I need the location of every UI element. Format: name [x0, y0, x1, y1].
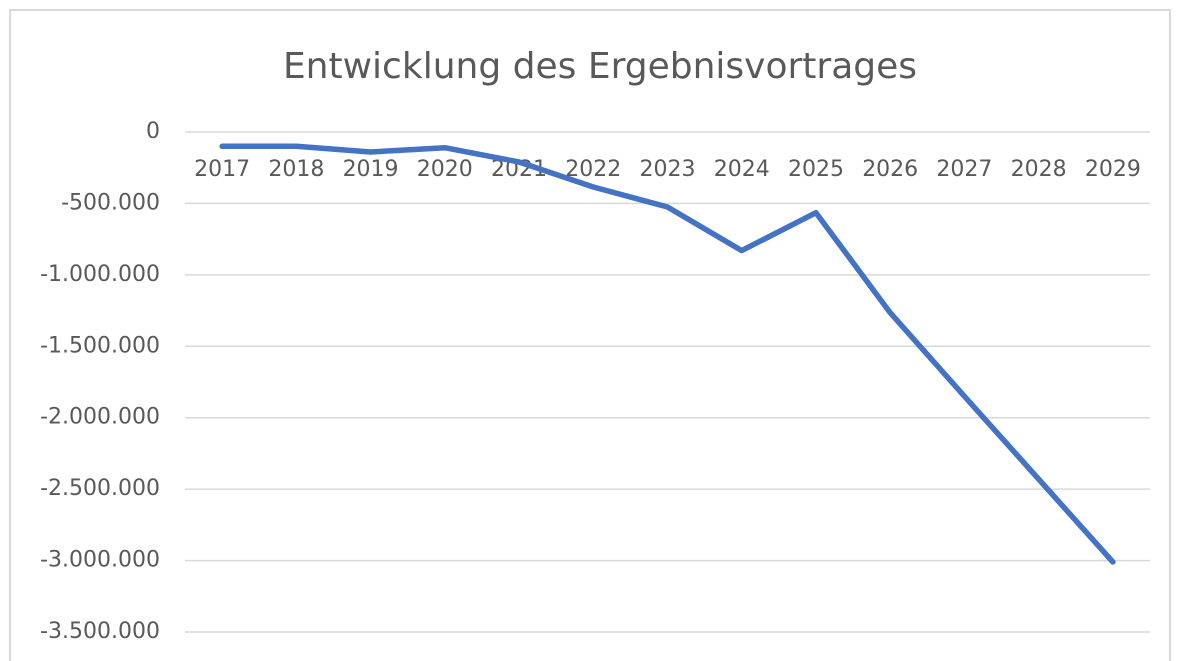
y-tick-label: -2.000.000 — [40, 405, 160, 430]
y-tick-label: -500.000 — [61, 190, 160, 215]
chart-frame — [9, 9, 1171, 661]
x-tick-label: 2027 — [936, 157, 992, 182]
x-tick-label: 2025 — [788, 157, 844, 182]
x-tick-label: 2029 — [1085, 157, 1141, 182]
x-tick-label: 2026 — [862, 157, 918, 182]
y-tick-label: -1.000.000 — [40, 262, 160, 287]
x-tick-label: 2019 — [343, 157, 399, 182]
x-tick-label: 2028 — [1011, 157, 1067, 182]
y-tick-label: -2.500.000 — [40, 476, 160, 501]
x-tick-label: 2020 — [417, 157, 473, 182]
x-tick-label: 2024 — [714, 157, 770, 182]
x-tick-label: 2023 — [640, 157, 696, 182]
y-tick-label: -3.000.000 — [40, 548, 160, 573]
x-tick-label: 2018 — [268, 157, 324, 182]
x-tick-label: 2017 — [194, 157, 250, 182]
data-line — [219, 143, 1116, 565]
y-tick-label: 0 — [146, 119, 160, 144]
chart-title: Entwicklung des Ergebnisvortrages — [283, 46, 917, 87]
y-tick-label: -3.500.000 — [40, 619, 160, 644]
y-tick-label: -1.500.000 — [40, 333, 160, 358]
